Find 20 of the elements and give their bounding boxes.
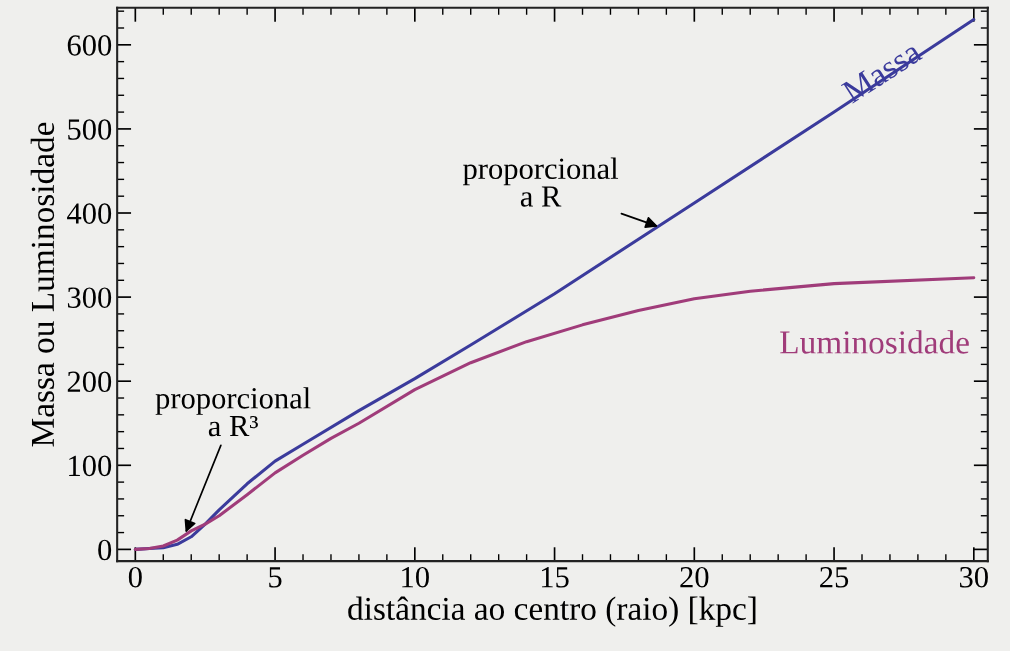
- x-tick-label: 25: [820, 566, 849, 588]
- series-label: Luminosidade: [780, 330, 969, 354]
- y-tick-label: 100: [69, 455, 112, 477]
- x-tick-label: 20: [680, 566, 709, 588]
- annotation: proporcional a R³: [155, 387, 311, 437]
- x-tick-label: 10: [402, 566, 429, 588]
- x-tick-label: 0: [128, 566, 142, 588]
- line-series: [133, 276, 976, 551]
- y-tick-label: 300: [67, 287, 112, 308]
- y-axis-title: Massa ou Luminosidade: [30, 122, 55, 447]
- y-tick-label: 0: [98, 539, 112, 561]
- y-tick-label: 600: [67, 35, 112, 56]
- y-tick-label: 200: [67, 371, 112, 393]
- y-tick-label: 400: [67, 203, 112, 224]
- x-tick-label: 15: [541, 567, 569, 588]
- x-axis-title: distância ao centro (raio) [kpc]: [348, 596, 756, 627]
- annotation: proporcional a R: [463, 157, 619, 207]
- y-tick-label: 500: [68, 119, 112, 140]
- x-tick-label: 5: [269, 567, 282, 588]
- x-tick-label: 30: [959, 566, 988, 588]
